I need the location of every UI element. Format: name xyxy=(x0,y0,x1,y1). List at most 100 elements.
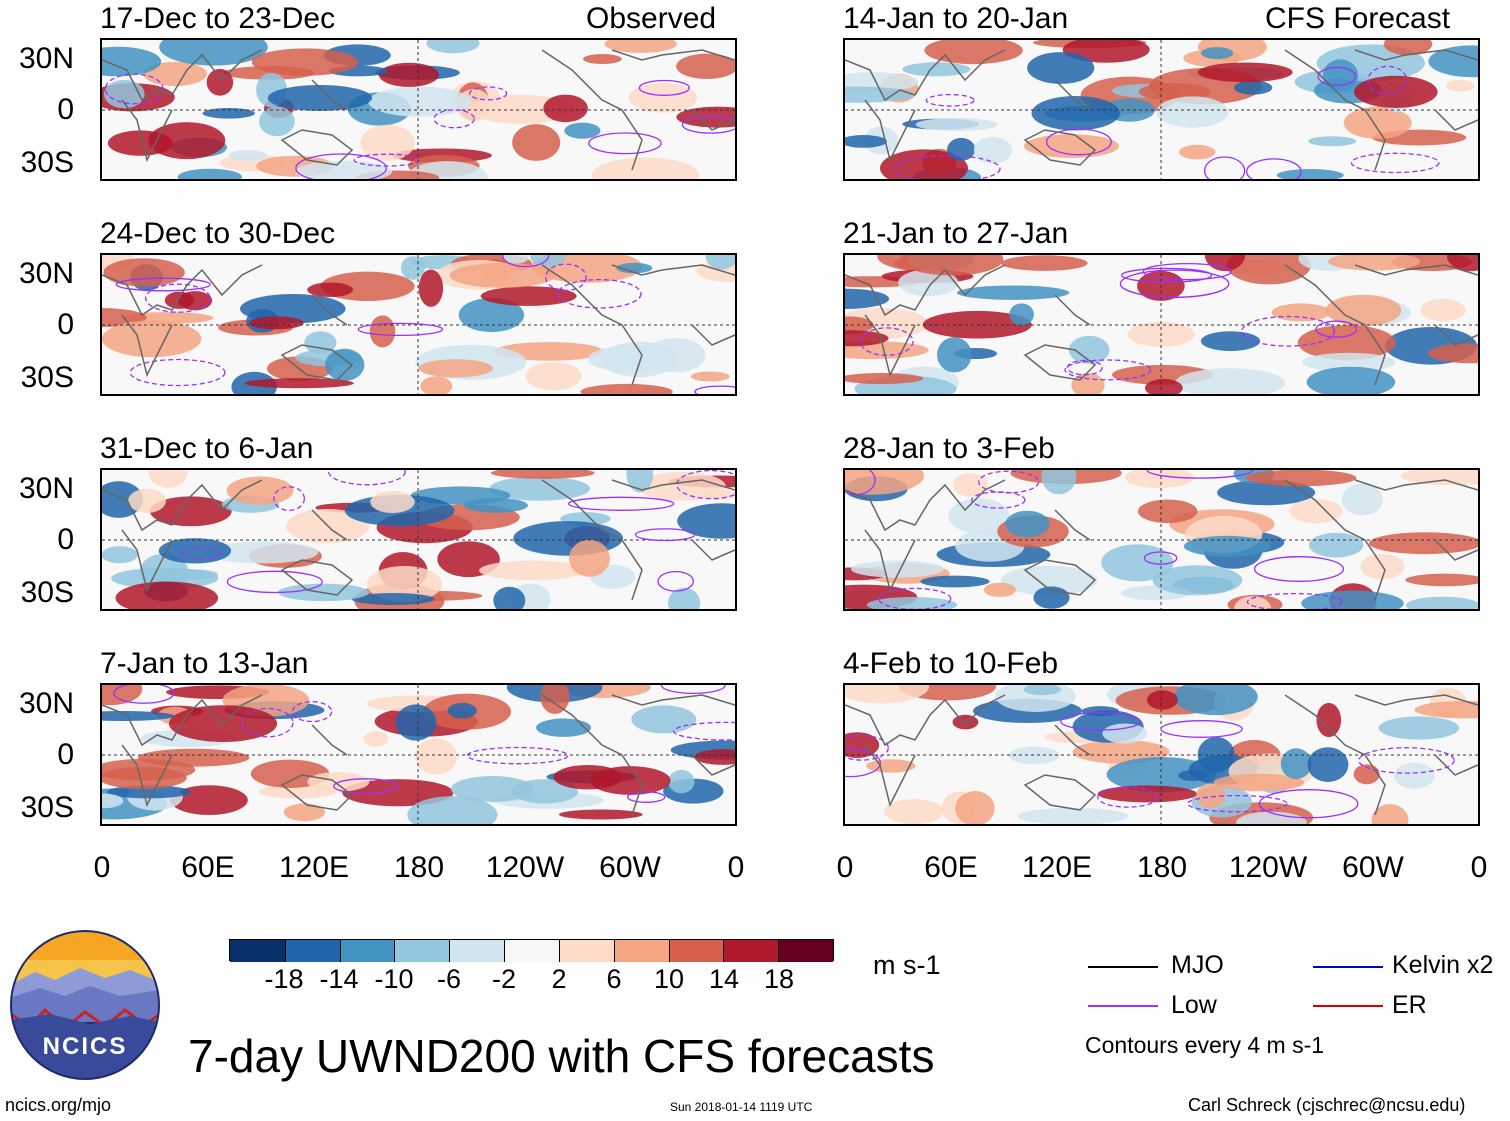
wind-anomaly-blob xyxy=(512,124,561,161)
wind-anomaly-blob xyxy=(952,473,988,497)
wind-anomaly-blob xyxy=(948,498,1010,534)
ncics-logo: NCICS xyxy=(10,930,160,1080)
low-contour xyxy=(1119,269,1230,298)
wind-anomaly-blob xyxy=(1226,255,1311,285)
wind-anomaly-blob xyxy=(1174,368,1286,394)
low-contour xyxy=(1097,786,1159,808)
wind-anomaly-blob xyxy=(115,581,219,609)
wind-anomaly-blob xyxy=(1420,298,1466,322)
x-tick-label: 0 xyxy=(93,851,111,884)
wind-anomaly-blob xyxy=(845,373,924,384)
low-contour xyxy=(1317,66,1357,87)
wind-anomaly-blob xyxy=(104,79,145,109)
wind-anomaly-blob xyxy=(102,766,187,789)
colorbar-swatch xyxy=(668,940,724,962)
colorbar-swatch xyxy=(449,940,505,962)
wind-anomaly-blob xyxy=(1204,255,1246,272)
map-plot xyxy=(845,685,1478,824)
wind-anomaly-blob xyxy=(503,255,530,264)
map-plot xyxy=(102,685,735,824)
y-tick-label: 30S xyxy=(20,361,74,394)
wind-anomaly-blob xyxy=(128,488,166,513)
panel-title: 21-Jan to 27-Jan xyxy=(843,217,1069,250)
wind-anomaly-blob xyxy=(420,376,453,394)
wind-anomaly-blob xyxy=(1236,811,1307,824)
wind-anomaly-blob xyxy=(102,793,124,809)
wind-anomaly-blob xyxy=(668,769,695,794)
low-contour xyxy=(544,263,587,292)
low-contour xyxy=(1045,128,1112,156)
low-contour xyxy=(1246,592,1343,609)
x-tick-label: 120W xyxy=(1228,851,1308,884)
wind-anomaly-blob xyxy=(845,288,890,309)
wind-anomaly-blob xyxy=(158,538,232,564)
low-contour xyxy=(469,86,508,101)
map-plot xyxy=(102,470,735,609)
observed-map-panel-3 xyxy=(100,468,737,611)
wind-anomaly-blob xyxy=(637,471,726,501)
wind-anomaly-blob xyxy=(363,731,389,747)
panel-title: 24-Dec to 30-Dec xyxy=(100,217,336,250)
site-url: ncics.org/mjo xyxy=(5,1095,112,1115)
legend-label: MJO xyxy=(1171,951,1224,979)
wind-anomaly-blob xyxy=(1024,134,1119,158)
wind-anomaly-blob xyxy=(378,62,439,87)
low-contour xyxy=(1241,315,1336,347)
wind-anomaly-blob xyxy=(366,565,443,603)
wind-anomaly-blob xyxy=(369,315,396,348)
wind-anomaly-blob xyxy=(955,791,995,824)
wind-anomaly-blob xyxy=(1289,498,1343,524)
wind-anomaly-blob xyxy=(1197,62,1293,83)
wind-anomaly-blob xyxy=(1156,96,1229,128)
wind-anomaly-blob xyxy=(259,106,295,137)
wind-anomaly-blob xyxy=(178,291,213,311)
wind-anomaly-blob xyxy=(1280,748,1312,780)
x-tick-label: 60W xyxy=(599,851,661,884)
wind-anomaly-blob xyxy=(1233,80,1273,95)
wind-anomaly-blob xyxy=(458,297,525,333)
legend-label: Kelvin x2 xyxy=(1392,951,1494,979)
low-contour xyxy=(845,748,881,778)
observed-map-panel-2 xyxy=(100,253,737,396)
wind-anomaly-blob xyxy=(1106,757,1216,793)
wind-anomaly-blob xyxy=(244,378,354,389)
y-tick-label: 0 xyxy=(57,93,74,126)
low-contour xyxy=(1253,556,1345,582)
x-tick-label: 180 xyxy=(393,851,445,884)
wind-anomaly-blob xyxy=(450,776,534,802)
y-tick-label: 0 xyxy=(57,523,74,556)
wind-anomaly-blob xyxy=(1001,565,1098,596)
map-plot xyxy=(845,40,1478,179)
colorbar-swatch xyxy=(284,940,340,962)
wind-anomaly-blob xyxy=(426,40,480,54)
wind-anomaly-blob xyxy=(1405,596,1478,609)
wind-anomaly-blob xyxy=(351,593,435,605)
wind-anomaly-blob xyxy=(418,269,444,307)
wind-anomaly-blob xyxy=(1137,499,1198,524)
x-tick-label: 60E xyxy=(924,851,978,884)
low-contour xyxy=(104,73,164,105)
forecast-map-panel-1 xyxy=(843,38,1480,181)
wind-anomaly-blob xyxy=(148,122,226,160)
low-contour xyxy=(557,278,642,309)
legend-label: ER xyxy=(1392,991,1427,1019)
wind-anomaly-blob xyxy=(1001,255,1088,271)
colorbar-tick-label: -18 xyxy=(264,964,304,994)
wind-anomaly-blob xyxy=(102,711,175,721)
low-contour xyxy=(657,570,695,592)
wind-anomaly-blob xyxy=(325,348,365,381)
low-contour xyxy=(1186,794,1288,813)
panel-title: 28-Jan to 3-Feb xyxy=(843,432,1055,465)
low-contour xyxy=(226,570,323,594)
wind-anomaly-blob xyxy=(1276,169,1344,179)
wind-anomaly-blob xyxy=(102,320,202,358)
wind-anomaly-blob xyxy=(1354,75,1438,108)
y-tick-label: 30S xyxy=(20,576,74,609)
wind-anomaly-blob xyxy=(342,779,454,807)
timestamp: Sun 2018-01-14 1119 UTC xyxy=(670,1100,813,1114)
wind-anomaly-blob xyxy=(668,587,701,609)
low-contour xyxy=(1120,267,1213,283)
wind-anomaly-blob xyxy=(480,286,577,306)
wind-anomaly-blob xyxy=(1400,470,1478,486)
wind-anomaly-blob xyxy=(1341,483,1383,516)
